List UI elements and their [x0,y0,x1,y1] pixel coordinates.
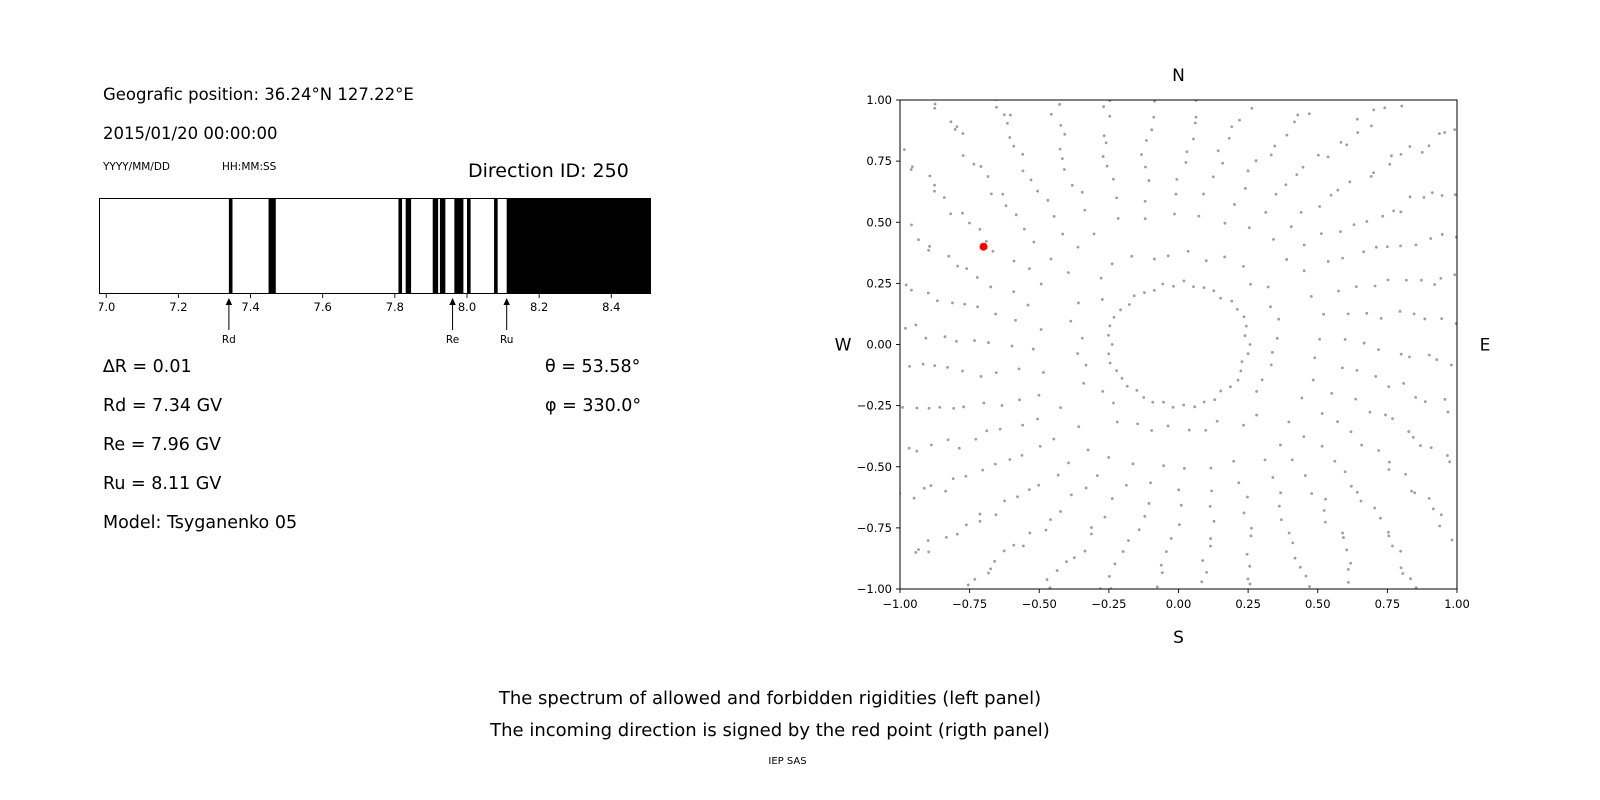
forbidden-band [398,199,403,293]
compass-bottom-label: S [1173,628,1184,648]
forbidden-band [228,199,233,293]
x-tick-label: 7.0 [99,300,115,314]
x-tick-label: 7.2 [169,300,187,314]
y-tick-label: 0.00 [866,338,892,352]
x-tick-label: 0.00 [1166,597,1192,611]
x-tick-label: 8.4 [602,300,620,314]
credit-label: IEP SAS [768,756,807,767]
cutoff-arrowhead [225,298,233,305]
caption-line-1: The spectrum of allowed and forbidden ri… [498,688,1042,709]
geo-position-label: Geografic position: 36.24°N 127.22°E [103,85,414,104]
forbidden-band [506,199,651,293]
y-tick-label: −0.75 [857,521,892,535]
x-tick-label: 8.0 [458,300,476,314]
forbidden-band [467,199,471,293]
forbidden-band [454,199,464,293]
datetime-label: 2015/01/20 00:00:00 [103,124,278,143]
y-tick-label: 0.25 [866,276,892,290]
cutoff-arrowhead [449,298,456,305]
forbidden-band [432,199,439,293]
forbidden-band [268,199,276,293]
cutoff-marker-label: Re [446,334,459,346]
rigidity-spectrum-plot: 7.0 7.2 7.4 7.6 7.8 8.0 8.2 8.4 Rd Re Ru [99,198,651,346]
cutoff-marker-label: Ru [500,334,513,346]
x-tick-label: −0.75 [952,597,987,611]
x-tick-label: 0.25 [1235,597,1261,611]
forbidden-band [405,199,412,293]
y-tick-label: 0.50 [866,215,892,229]
direction-id-label: Direction ID: 250 [468,160,629,182]
x-tick-label: 1.00 [1444,597,1470,611]
x-tick-label: 0.75 [1375,597,1401,611]
incoming-direction-point [979,242,988,251]
x-tick-label: −0.50 [1022,597,1057,611]
y-tick-label: 1.00 [866,93,892,107]
y-tick-label: −0.50 [857,460,892,474]
x-tick-label: 7.8 [386,300,404,314]
compass-right-label: E [1480,336,1491,356]
x-tick-label: −0.25 [1091,597,1126,611]
date-format-label: YYYY/MM/DD [103,161,171,173]
x-tick-label: 0.50 [1305,597,1331,611]
time-format-label: HH:MM:SS [222,161,277,173]
x-tick-label: 8.2 [530,300,548,314]
incoming-direction-plot: −1.00 −0.75 −0.50 −0.25 0.00 0.25 0.50 0.75 1.00… [835,66,1491,648]
y-tick-label: −0.25 [857,399,892,413]
asymptotic-direction-dots [900,100,1457,589]
phi-value: φ = 330.0° [545,396,642,416]
re-value: Re = 7.96 GV [103,435,221,455]
cutoff-arrowhead [503,298,510,305]
delta-r-value: ∆R = 0.01 [103,357,192,377]
forbidden-band [439,199,446,293]
x-tick-label: 7.6 [314,300,332,314]
model-label: Model: Tsyganenko 05 [103,513,298,533]
x-tick-label: 7.4 [241,300,259,314]
compass-top-label: N [1172,66,1185,86]
forbidden-band [494,199,498,293]
compass-left-label: W [835,336,852,356]
theta-value: θ = 53.58° [545,357,641,377]
spectrum-frame [99,198,651,294]
caption-line-2: The incoming direction is signed by the … [490,720,1050,741]
cutoff-marker-label: Rd [222,334,236,346]
y-tick-label: 0.75 [866,154,892,168]
y-tick-label: −1.00 [857,582,892,596]
rd-value: Rd = 7.34 GV [103,396,223,416]
ru-value: Ru = 8.11 GV [103,474,222,494]
x-tick-label: −1.00 [882,597,917,611]
